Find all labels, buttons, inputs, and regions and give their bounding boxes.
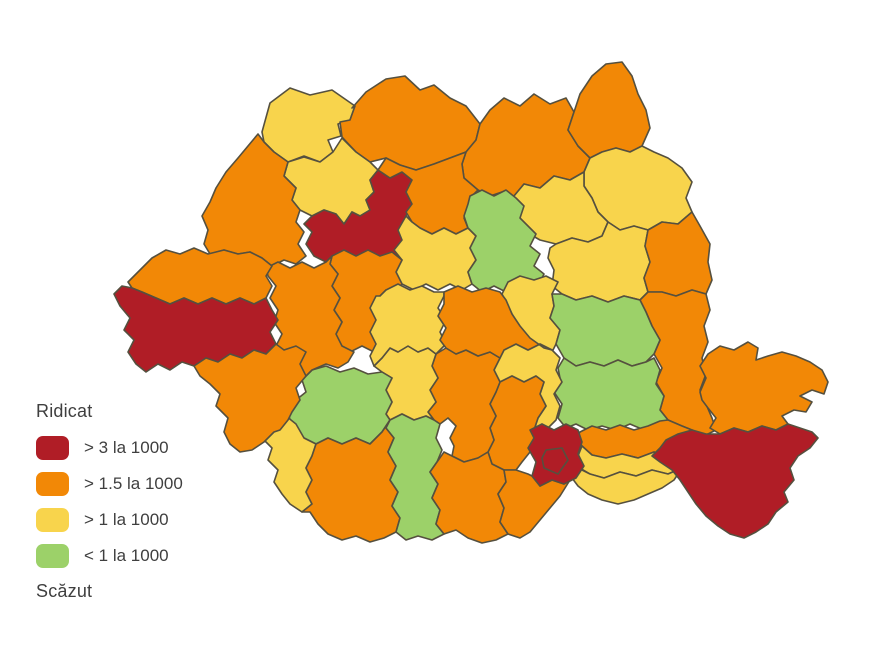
county-constanta[interactable]: [651, 423, 819, 539]
county-bucuresti[interactable]: [541, 447, 569, 475]
county-buzau[interactable]: [553, 357, 669, 431]
county-brasov[interactable]: [437, 285, 553, 359]
legend-row-lt1: < 1 la 1000: [36, 544, 256, 568]
legend-rows: > 3 la 1000 > 1.5 la 1000 > 1 la 1000 < …: [36, 436, 256, 568]
county-sibiu[interactable]: [369, 283, 447, 367]
legend-high-label: Ridicat: [36, 401, 93, 421]
county-layer: [113, 61, 829, 544]
legend-label-lt1: < 1 la 1000: [84, 546, 169, 565]
legend-low-label: Scăzut: [36, 581, 93, 601]
legend-label-gt3: > 3 la 1000: [84, 438, 169, 457]
legend-label-gt15: > 1.5 la 1000: [84, 474, 183, 493]
legend-swatch-red: [36, 436, 69, 460]
legend-row-gt15: > 1.5 la 1000: [36, 472, 256, 496]
legend-label-gt1: > 1 la 1000: [84, 510, 169, 529]
legend-row-gt3: > 3 la 1000: [36, 436, 256, 460]
legend-swatch-orange: [36, 472, 69, 496]
county-botosani[interactable]: [567, 61, 651, 159]
county-caras-severin[interactable]: [193, 343, 307, 453]
legend-row-gt1: > 1 la 1000: [36, 508, 256, 532]
map-legend: Ridicat > 3 la 1000 > 1.5 la 1000 > 1 la…: [36, 400, 256, 602]
county-calarasi[interactable]: [571, 467, 683, 505]
legend-swatch-green: [36, 544, 69, 568]
legend-swatch-yellow: [36, 508, 69, 532]
county-teleorman[interactable]: [429, 451, 509, 544]
county-tulcea[interactable]: [699, 341, 829, 435]
